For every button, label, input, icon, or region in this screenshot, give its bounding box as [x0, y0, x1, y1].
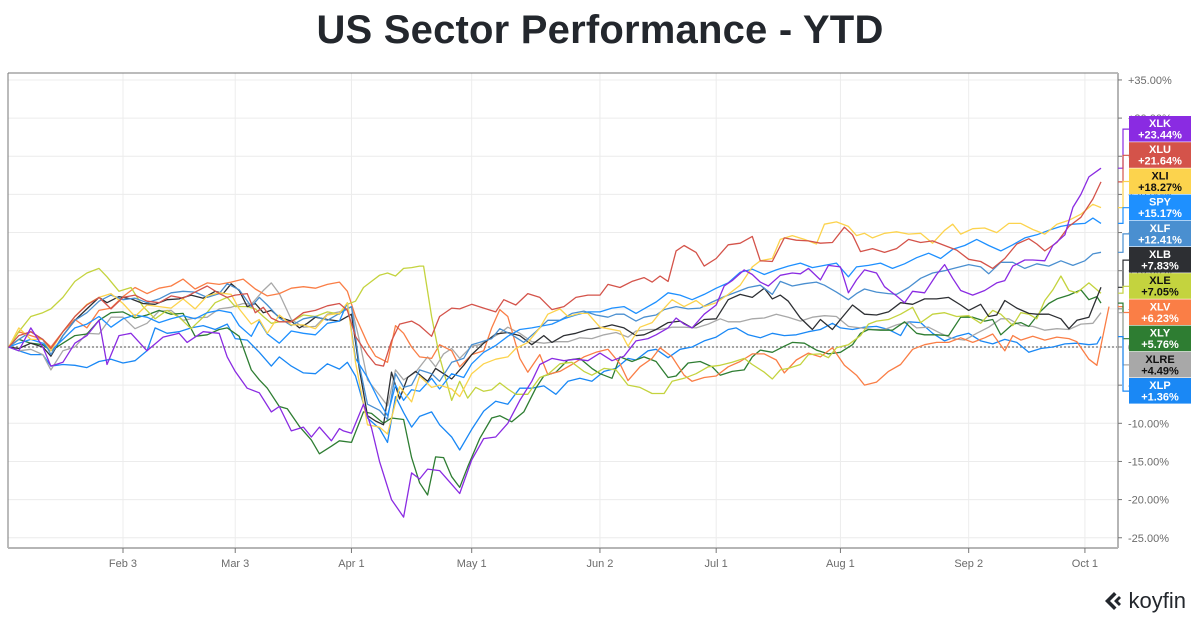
legend-ticker: XLRE	[1145, 354, 1174, 366]
legend-ticker: XLP	[1149, 380, 1170, 392]
legend-value: +15.17%	[1138, 208, 1182, 220]
legend-tag-bg	[1129, 220, 1191, 247]
legend-tag-xlp: XLP+1.36%	[1118, 336, 1191, 404]
legend-value: +6.23%	[1141, 313, 1179, 325]
legend-ticker: SPY	[1149, 197, 1172, 209]
brand-name: koyfin	[1128, 588, 1186, 613]
legend-connector	[1118, 259, 1129, 288]
legend-value: +18.27%	[1138, 182, 1182, 194]
x-tick-label: Sep 2	[954, 558, 983, 570]
legend-tag-spy: SPY+15.17%	[1118, 194, 1191, 224]
legend-tag-xlre: XLRE+4.49%	[1118, 312, 1191, 378]
legend-ticker: XLI	[1151, 170, 1168, 182]
legend-tag-xli: XLI+18.27%	[1118, 168, 1191, 209]
koyfin-logo: koyfin	[1103, 588, 1186, 614]
legend-tag-bg	[1129, 142, 1191, 168]
x-tick-label: Aug 1	[826, 558, 855, 570]
legend-tag-xle: XLE+7.05%	[1118, 273, 1191, 299]
legend-connector	[1118, 180, 1129, 209]
series-line-xlk	[8, 167, 1102, 518]
legend-value: +7.83%	[1141, 261, 1179, 273]
legend-tag-bg	[1129, 378, 1191, 404]
series-line-xlu	[8, 181, 1102, 367]
series-line-xlp	[8, 321, 1102, 451]
legend-ticker: XLF	[1150, 223, 1171, 235]
legend-ticker: XLK	[1149, 118, 1171, 130]
legend-value: +5.76%	[1141, 339, 1179, 351]
series-lines	[8, 167, 1110, 518]
grid	[8, 73, 1118, 548]
y-tick-label: -20.00%	[1128, 495, 1169, 507]
legend-value: +21.64%	[1138, 156, 1182, 168]
legend-connector	[1118, 285, 1129, 294]
legend-tag-xlv: XLV+6.23%	[1118, 299, 1191, 325]
legend-ticker: XLB	[1149, 249, 1171, 261]
x-axis: Feb 3 Mar 3 Apr 1 May 1 Jun 2 Jul 1 Aug 1 Sep 2…	[109, 548, 1098, 570]
legend: XLK+23.44%XLU+21.64%XLI+18.27%SPY+15.17%…	[1118, 116, 1191, 404]
legend-tag-xlb: XLB+7.83%	[1118, 247, 1191, 288]
plot-frame	[7, 72, 1119, 549]
legend-tag-bg	[1129, 194, 1191, 221]
legend-connector	[1118, 336, 1129, 392]
legend-connector	[1118, 154, 1129, 183]
y-tick-label: -15.00%	[1128, 456, 1169, 468]
legend-tag-xlk: XLK+23.44%	[1118, 116, 1191, 169]
x-tick-label: Apr 1	[338, 558, 364, 570]
series-line-spy	[8, 217, 1102, 417]
legend-tag-bg	[1129, 247, 1191, 273]
legend-connector	[1118, 128, 1129, 169]
legend-tag-bg	[1129, 299, 1191, 325]
x-tick-label: Mar 3	[221, 558, 249, 570]
series-line-xli	[8, 203, 1102, 435]
koyfin-logo-icon	[1104, 592, 1121, 610]
legend-value: +1.36%	[1141, 392, 1179, 404]
legend-tag-bg	[1129, 168, 1191, 194]
legend-value: +7.05%	[1141, 287, 1179, 299]
legend-value: +23.44%	[1138, 130, 1182, 142]
x-tick-label: Jul 1	[705, 558, 728, 570]
legend-ticker: XLV	[1150, 301, 1171, 313]
x-tick-label: Jun 2	[586, 558, 613, 570]
series-line-xlb	[8, 283, 1102, 426]
legend-connector	[1118, 233, 1129, 253]
series-line-xle	[8, 265, 1102, 402]
series-line-xlf	[8, 251, 1102, 421]
legend-connector	[1118, 207, 1129, 224]
legend-tag-bg	[1129, 273, 1191, 299]
chart-title: US Sector Performance - YTD	[316, 8, 884, 52]
legend-ticker: XLE	[1149, 275, 1170, 287]
legend-tag-xlf: XLF+12.41%	[1118, 220, 1191, 253]
legend-value: +4.49%	[1141, 365, 1179, 377]
series-line-xlre	[8, 282, 1102, 407]
legend-ticker: XLU	[1149, 144, 1171, 156]
legend-ticker: XLY	[1150, 328, 1171, 340]
x-tick-label: Oct 1	[1072, 558, 1098, 570]
x-tick-label: Feb 3	[109, 558, 137, 570]
legend-tag-bg	[1129, 351, 1191, 378]
legend-tag-bg	[1129, 325, 1191, 352]
y-tick-label: -10.00%	[1128, 418, 1169, 430]
x-tick-label: May 1	[457, 558, 487, 570]
legend-tag-xlu: XLU+21.64%	[1118, 142, 1191, 183]
legend-tag-bg	[1129, 116, 1191, 142]
y-tick-label: +35.00%	[1128, 75, 1172, 87]
y-tick-label: -25.00%	[1128, 533, 1169, 545]
legend-value: +12.41%	[1138, 234, 1182, 246]
